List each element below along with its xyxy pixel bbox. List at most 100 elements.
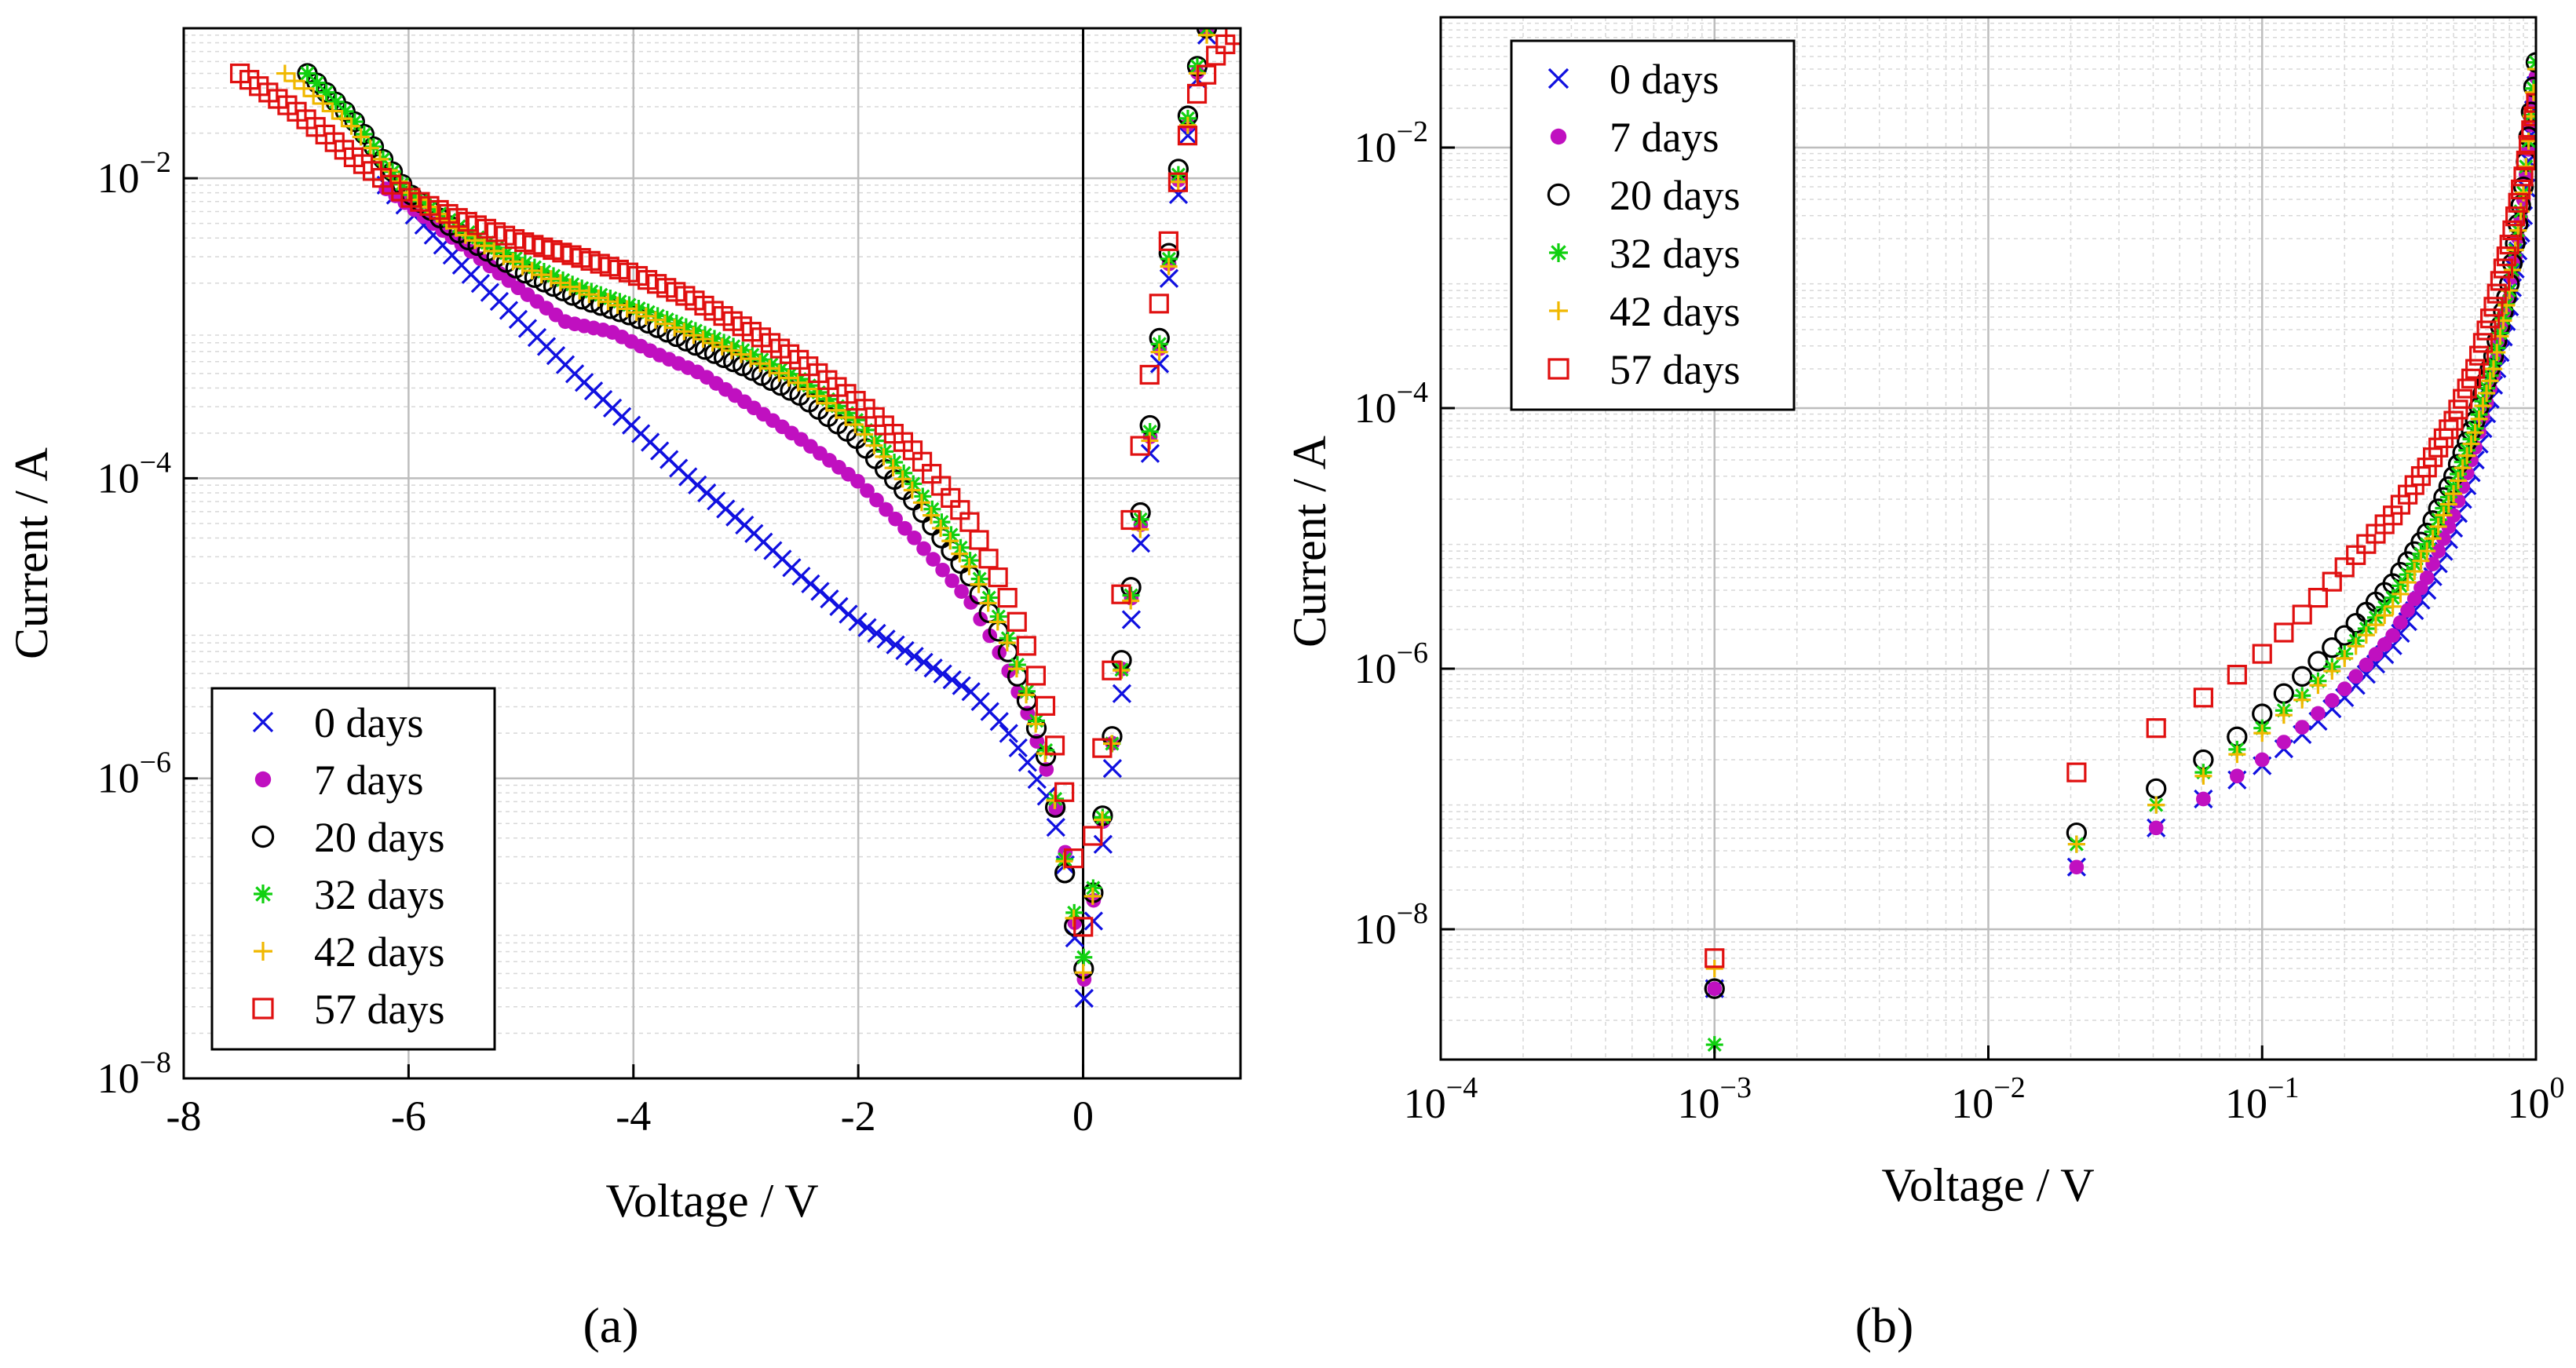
data-point [2439,495,2457,513]
panel-a-y-tick-label-exponent: −4 [140,446,171,479]
data-point [1186,83,1208,104]
data-point [1177,126,1198,146]
legend-entry-label: 7 days [314,757,423,804]
legend-entry-label: 0 days [314,699,423,746]
data-point [960,557,978,575]
panel-a-y-ticks: 10−810−610−410−2 [97,146,198,1102]
panel-b-x-tick-label-base: 10 [2225,1080,2267,1127]
data-point [857,618,877,637]
data-point [545,267,563,285]
data-point [285,72,303,90]
data-point [791,370,809,389]
panel-b-x-tick-label: 10−1 [2225,1071,2299,1127]
data-point [1121,610,1142,629]
data-point [780,369,798,387]
data-point [762,356,780,374]
data-point [2435,506,2453,524]
legend-marker [254,885,272,903]
data-point [1159,268,1179,288]
data-point [970,575,988,593]
data-point [2468,345,2490,366]
data-point [713,337,731,356]
data-point [554,271,572,289]
panel-b-series-3 [1705,53,2536,1054]
data-point [2227,664,2247,685]
data-point [658,311,676,329]
data-point [884,459,902,477]
panel-a-series-5 [229,28,1240,937]
legend-entry-label: 42 days [1610,288,1740,335]
data-point [810,582,830,601]
data-point [2502,220,2523,241]
data-point [879,502,893,517]
data-point [1705,1036,1723,1054]
data-point [649,307,667,325]
data-point [1178,116,1197,134]
panel-b-x-tick-label: 10−4 [1404,1071,1478,1127]
data-point [2147,796,2165,814]
data-point [865,436,883,454]
panel-b-y-tick-label-base: 10 [1354,385,1397,432]
data-point [620,296,638,314]
data-point [951,545,969,563]
data-point [2470,410,2488,428]
data-point [808,387,826,405]
data-point [639,303,657,321]
data-point [850,473,865,489]
data-point [592,286,610,304]
data-point [1027,715,1045,733]
legend-marker [1547,67,1569,89]
data-point [933,664,952,684]
data-point [973,611,988,627]
data-point [2483,297,2504,317]
legend-entry-label: 0 days [1610,56,1719,103]
legend-marker [251,825,275,848]
data-point [675,323,693,341]
data-point [2194,767,2212,785]
data-point [1093,811,1111,829]
data-point [1120,509,1141,531]
data-point [2478,384,2496,402]
data-point [1074,988,1094,1009]
data-point [2499,235,2519,255]
data-point [1007,660,1025,678]
data-point [2462,435,2480,453]
data-point [744,346,762,364]
data-point [551,274,569,292]
data-point [837,408,855,426]
data-point [308,74,326,92]
data-point [2412,552,2430,570]
data-point [2334,625,2355,646]
data-point [2418,542,2436,560]
data-point [2357,626,2375,644]
data-point [2429,517,2447,535]
data-point [352,128,370,146]
data-point [305,87,323,105]
panel-a-y-tick-label-base: 10 [97,155,140,202]
data-point [1102,759,1123,779]
data-point [2431,543,2446,559]
panel-a-x-axis-label: Voltage / V [605,1175,818,1227]
data-point [1092,738,1113,758]
data-point [801,574,820,593]
data-point [789,374,807,392]
data-point [2294,720,2310,735]
data-point [979,594,997,612]
data-point [2346,545,2366,565]
panel-b-y-tick-label: 10−2 [1354,115,1428,171]
data-point [2376,607,2394,625]
data-point [1093,834,1113,854]
data-point [611,293,629,311]
data-point [867,432,884,450]
data-point [2513,166,2534,187]
data-point [2148,820,2164,836]
data-point [2276,735,2292,750]
panel-a-x-tick-label: 0 [1072,1093,1094,1140]
data-point [935,562,950,578]
data-point [2293,691,2311,709]
data-point [2400,603,2415,618]
panel-b-x-tick-label-exponent: −3 [1720,1071,1752,1104]
panel-b-x-tick-label-base: 10 [2508,1080,2550,1127]
data-point [1707,981,1723,997]
data-point [1007,611,1027,632]
